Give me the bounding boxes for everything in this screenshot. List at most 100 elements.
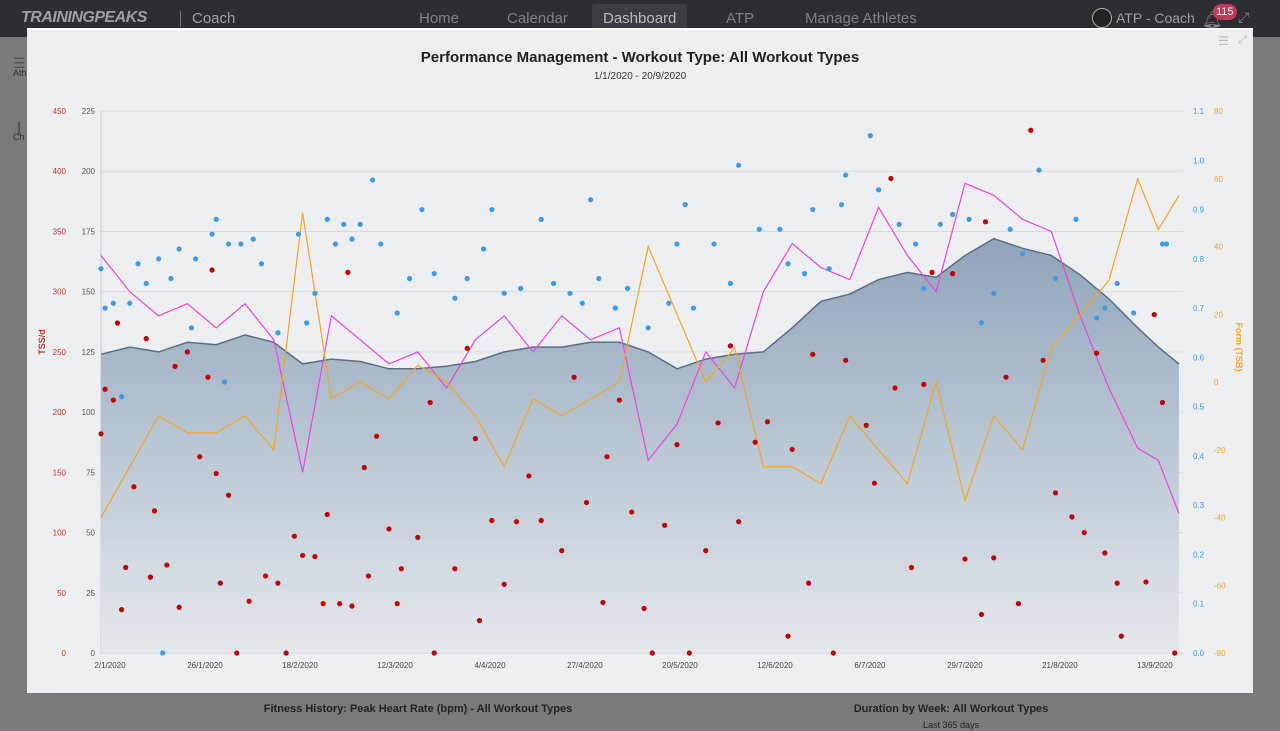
if-point [625,285,631,291]
nav-manage-athletes[interactable]: Manage Athletes [805,10,917,27]
fitness-ctl-line [100,237,1180,370]
tss-point [649,650,655,656]
tss-point [1081,529,1087,536]
if-point [1102,305,1108,311]
if-point [777,226,783,232]
tsb-axis-tick: 0 [1214,378,1219,387]
tss-point [205,374,211,380]
tss-point [703,548,709,554]
if-point [304,320,310,326]
fullscreen-icon[interactable]: ⤢ [1238,34,1247,46]
if-point [225,241,232,247]
if-point [295,231,302,237]
tss-point [830,650,836,656]
tss-point [871,480,878,486]
tss-point [715,420,721,426]
tss-point [176,604,182,610]
menu-icon[interactable]: ☰ [1218,34,1229,48]
if-point [378,241,384,247]
duration-by-week-widget-title[interactable]: Duration by Week: All Workout Types [853,703,1049,715]
fitness-axis-tick: 175 [82,227,96,236]
if-point [550,280,557,287]
if-point [324,216,330,222]
x-axis-tick: 29/7/2020 [947,661,983,670]
if-point [489,206,495,213]
tss-point [1052,490,1059,496]
if-point [785,261,791,267]
tss-point [110,397,116,403]
if-point [756,226,762,232]
if-axis-tick: 0.2 [1193,550,1205,559]
tss-point [374,433,380,439]
user-menu[interactable]: ATP - Coach [1092,8,1195,28]
tss-point [764,419,771,425]
tss-point [978,611,985,618]
fitness-axis-tick: 0 [91,649,96,658]
nav-atp[interactable]: ATP [726,10,755,27]
tss-point [312,554,318,560]
tss-point [398,566,404,572]
if-point [118,394,125,400]
if-point [275,330,281,336]
if-point [867,133,873,139]
tss-point [888,175,894,182]
if-point [596,275,602,282]
if-point [1073,216,1079,222]
fitness-axis-tick: 225 [82,107,96,116]
if-axis-tick: 0.4 [1193,452,1205,461]
tss-point [1159,399,1166,406]
x-axis-tick: 27/4/2020 [567,661,603,670]
if-point [843,172,849,178]
if-point [674,241,680,247]
user-name: ATP - Coach [1116,10,1195,26]
if-point [168,275,174,282]
x-axis-tick: 2/1/2020 [94,661,126,670]
tss-point [431,650,437,656]
tss-point [131,484,137,490]
dashboard-background [57,693,1253,729]
if-point [736,162,742,168]
if-point [896,221,902,227]
tss-point [452,566,458,572]
if-point [193,256,199,262]
if-point [213,216,219,222]
if-point [143,280,149,287]
if-point [155,256,162,262]
if-point [341,221,347,227]
fitness-history-widget-title[interactable]: Fitness History: Peak Heart Rate (bpm) -… [263,703,573,715]
x-axis-tick: 13/9/2020 [1137,661,1173,670]
trainingpeaks-logo[interactable]: TRAININGPEAKS [21,9,147,26]
fitness-axis-tick: 50 [86,529,95,538]
tss-point [349,603,355,609]
tsb-axis-tick: -80 [1214,649,1226,658]
if-point [1019,251,1026,257]
tsb-axis-label: Form (TSB) [1234,323,1244,372]
if-axis-tick: 0.0 [1193,649,1205,658]
tss-point [291,533,297,539]
tss-point [184,349,190,355]
if-point [950,211,956,218]
tss-point [1102,550,1108,556]
tss-point [345,269,351,275]
tss-point [386,526,392,532]
avatar [1092,8,1112,28]
tss-point [427,399,433,406]
tss-axis-tick: 400 [53,167,67,176]
expand-icon[interactable]: ⤢ [1238,9,1250,25]
nav-calendar[interactable]: Calendar [507,10,568,27]
fitness-axis-tick: 75 [86,468,95,477]
if-point [188,325,195,331]
nav-home[interactable]: Home [419,10,460,27]
tss-point [727,343,734,349]
sidebar-item-chart-library[interactable]: ❙ Ch Lib [13,119,40,142]
tss-point [164,562,170,568]
tss-point [1118,633,1124,639]
if-point [875,187,882,193]
tss-point [559,548,565,554]
tss-point [752,439,758,445]
tss-point [571,374,577,380]
if-point [937,221,943,227]
tss-point [262,573,269,579]
tss-point [929,269,935,275]
tss-point [472,436,478,442]
